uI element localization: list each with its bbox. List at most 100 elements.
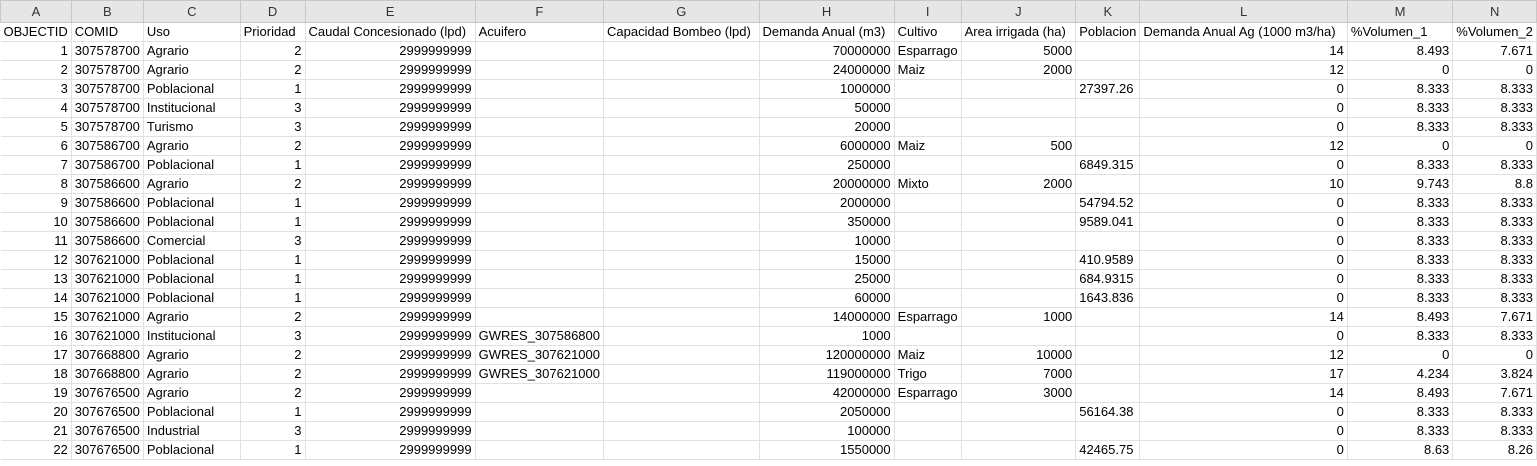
table-cell[interactable]: 2999999999 xyxy=(305,79,476,99)
table-cell[interactable]: 9 xyxy=(0,193,72,213)
table-cell[interactable]: Agrario xyxy=(143,60,241,80)
table-cell[interactable] xyxy=(961,326,1077,346)
table-cell[interactable] xyxy=(475,402,605,422)
field-header-cell[interactable]: Demanda Anual Ag (1000 m3/ha) xyxy=(1139,22,1348,42)
table-cell[interactable]: 11 xyxy=(0,231,72,251)
table-cell[interactable]: 1000 xyxy=(961,307,1077,327)
table-cell[interactable] xyxy=(894,250,962,270)
table-cell[interactable]: 14 xyxy=(1139,41,1348,61)
table-cell[interactable]: 10000 xyxy=(961,345,1077,365)
table-cell[interactable]: 12 xyxy=(1139,345,1348,365)
column-header-f[interactable]: F xyxy=(474,0,605,23)
table-cell[interactable]: 8.333 xyxy=(1347,231,1454,251)
table-cell[interactable]: 2 xyxy=(0,60,72,80)
table-cell[interactable]: 8.333 xyxy=(1347,193,1454,213)
table-cell[interactable] xyxy=(1075,326,1141,346)
table-cell[interactable] xyxy=(475,136,605,156)
table-cell[interactable]: 2999999999 xyxy=(305,402,476,422)
table-cell[interactable]: 2000 xyxy=(961,60,1077,80)
table-cell[interactable]: 3000 xyxy=(961,383,1077,403)
table-cell[interactable] xyxy=(475,98,605,118)
table-cell[interactable]: 6849.315 xyxy=(1075,155,1141,175)
table-cell[interactable]: 1643.836 xyxy=(1075,288,1141,308)
table-cell[interactable]: 8.333 xyxy=(1347,98,1454,118)
table-cell[interactable]: Poblacional xyxy=(143,155,241,175)
table-cell[interactable]: 12 xyxy=(1139,136,1348,156)
column-header-n[interactable]: N xyxy=(1452,0,1537,23)
table-cell[interactable]: 0 xyxy=(1139,288,1348,308)
table-cell[interactable] xyxy=(475,60,605,80)
table-cell[interactable] xyxy=(475,231,605,251)
table-cell[interactable] xyxy=(961,269,1077,289)
table-cell[interactable]: 14 xyxy=(0,288,72,308)
table-cell[interactable]: 2 xyxy=(240,307,306,327)
table-cell[interactable] xyxy=(475,155,605,175)
table-cell[interactable]: GWRES_307586800 xyxy=(475,326,605,346)
table-cell[interactable]: 2999999999 xyxy=(305,421,476,441)
table-cell[interactable]: 3 xyxy=(240,98,306,118)
table-cell[interactable] xyxy=(961,421,1077,441)
table-cell[interactable]: 1 xyxy=(240,269,306,289)
table-cell[interactable]: Maiz xyxy=(894,345,962,365)
table-cell[interactable] xyxy=(1075,364,1141,384)
table-cell[interactable] xyxy=(961,155,1077,175)
table-cell[interactable]: 1000000 xyxy=(759,79,895,99)
column-header-c[interactable]: C xyxy=(142,0,241,23)
table-cell[interactable]: 2999999999 xyxy=(305,60,476,80)
table-cell[interactable]: Agrario xyxy=(143,345,241,365)
field-header-cell[interactable]: Prioridad xyxy=(240,22,306,42)
table-cell[interactable]: 0 xyxy=(1139,250,1348,270)
table-cell[interactable]: Institucional xyxy=(143,326,241,346)
table-cell[interactable]: 0 xyxy=(1347,60,1454,80)
table-cell[interactable]: 10 xyxy=(1139,174,1348,194)
table-cell[interactable]: 3.824 xyxy=(1452,364,1537,384)
table-cell[interactable] xyxy=(603,231,760,251)
table-cell[interactable]: 8.333 xyxy=(1452,155,1537,175)
table-cell[interactable]: 16 xyxy=(0,326,72,346)
table-cell[interactable]: 2999999999 xyxy=(305,231,476,251)
table-cell[interactable]: 70000000 xyxy=(759,41,895,61)
table-cell[interactable]: 3 xyxy=(240,231,306,251)
table-cell[interactable]: 9.743 xyxy=(1347,174,1454,194)
table-cell[interactable] xyxy=(961,212,1077,232)
table-cell[interactable] xyxy=(894,326,962,346)
table-cell[interactable] xyxy=(1075,117,1141,137)
table-cell[interactable]: 0 xyxy=(1139,212,1348,232)
table-cell[interactable]: 8.333 xyxy=(1452,421,1537,441)
table-cell[interactable] xyxy=(894,288,962,308)
table-cell[interactable]: Esparrago xyxy=(894,307,962,327)
table-cell[interactable]: 2999999999 xyxy=(305,326,476,346)
table-cell[interactable]: Trigo xyxy=(894,364,962,384)
table-cell[interactable] xyxy=(1075,98,1141,118)
table-cell[interactable]: 307586600 xyxy=(71,193,144,213)
table-cell[interactable]: 60000 xyxy=(759,288,895,308)
table-cell[interactable]: 0 xyxy=(1139,193,1348,213)
table-cell[interactable] xyxy=(961,117,1077,137)
table-cell[interactable]: 8.493 xyxy=(1347,41,1454,61)
table-cell[interactable]: 2999999999 xyxy=(305,307,476,327)
table-cell[interactable] xyxy=(961,98,1077,118)
table-cell[interactable]: 8.333 xyxy=(1347,212,1454,232)
table-cell[interactable]: 25000 xyxy=(759,269,895,289)
table-cell[interactable]: 4 xyxy=(0,98,72,118)
table-cell[interactable]: 307676500 xyxy=(71,440,144,460)
field-header-cell[interactable]: Acuifero xyxy=(475,22,605,42)
table-cell[interactable] xyxy=(475,193,605,213)
table-cell[interactable]: 120000000 xyxy=(759,345,895,365)
table-cell[interactable] xyxy=(894,440,962,460)
table-cell[interactable]: 8 xyxy=(0,174,72,194)
table-cell[interactable] xyxy=(603,98,760,118)
table-cell[interactable] xyxy=(603,307,760,327)
table-cell[interactable]: 1 xyxy=(240,79,306,99)
table-cell[interactable] xyxy=(894,231,962,251)
table-cell[interactable]: 307586600 xyxy=(71,174,144,194)
table-cell[interactable]: Agrario xyxy=(143,383,241,403)
table-cell[interactable] xyxy=(1075,174,1141,194)
table-cell[interactable]: 307586700 xyxy=(71,155,144,175)
table-cell[interactable]: 0 xyxy=(1452,345,1537,365)
table-cell[interactable]: 2050000 xyxy=(759,402,895,422)
table-cell[interactable]: 56164.38 xyxy=(1075,402,1141,422)
table-cell[interactable]: 8.63 xyxy=(1347,440,1454,460)
table-cell[interactable] xyxy=(603,269,760,289)
table-cell[interactable]: 8.333 xyxy=(1452,193,1537,213)
